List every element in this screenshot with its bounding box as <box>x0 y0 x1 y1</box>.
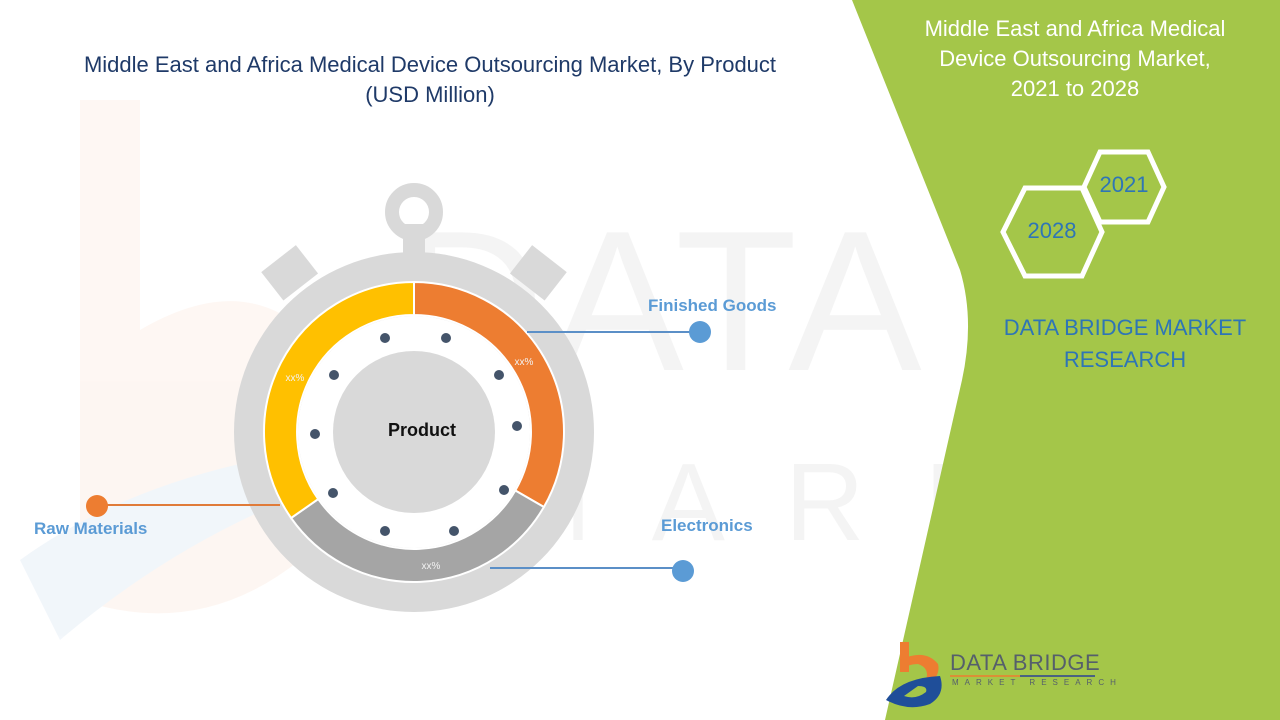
value-label-raw-materials: xx% <box>285 373 305 384</box>
center-label: Product <box>387 420 456 440</box>
hexagon-2028 <box>1000 185 1105 279</box>
chart-title-line2: (USD Million) <box>365 82 495 107</box>
brand-text: DATA BRIDGE MARKET RESEARCH <box>985 312 1265 376</box>
center-disk <box>333 351 495 513</box>
value-label-finished-goods: xx% <box>514 357 534 368</box>
chart-title-line1: Middle East and Africa Medical Device Ou… <box>83 52 777 77</box>
logo-subtext: MARKET RESEARCH <box>952 678 1122 687</box>
panel-title-line3: 2021 to 2028 <box>1010 76 1140 101</box>
stopwatch <box>234 183 594 612</box>
brand-text-line1: DATA BRIDGE MARKET <box>1003 315 1247 340</box>
marker-raw-materials <box>86 495 108 517</box>
data-bridge-logo-mark <box>886 642 1095 708</box>
legend-finished-goods: Finished Goods <box>648 296 777 315</box>
segment-raw-materials <box>263 280 415 520</box>
stopwatch-button-right <box>509 245 567 301</box>
panel-title: Middle East and Africa Medical Device Ou… <box>890 14 1260 104</box>
stopwatch-button-left <box>261 245 319 301</box>
panel-title-line2: Device Outsourcing Market, <box>939 46 1211 71</box>
panel-title-line1: Middle East and Africa Medical <box>924 16 1226 41</box>
marker-finished-goods <box>689 321 711 343</box>
value-label-electronics: xx% <box>421 561 441 572</box>
legend-electronics: Electronics <box>661 516 753 535</box>
brand-text-line2: RESEARCH <box>1063 347 1187 372</box>
dial-dots <box>310 333 522 536</box>
green-side-panel <box>852 0 1280 720</box>
year-2021-label: 2021 <box>1099 172 1149 197</box>
marker-electronics <box>672 560 694 582</box>
chart-title: Middle East and Africa Medical Device Ou… <box>30 50 830 110</box>
year-2028-label: 2028 <box>1027 218 1077 243</box>
legend-raw-materials: Raw Materials <box>34 519 148 538</box>
logo-text: DATA BRIDGE <box>950 650 1101 675</box>
